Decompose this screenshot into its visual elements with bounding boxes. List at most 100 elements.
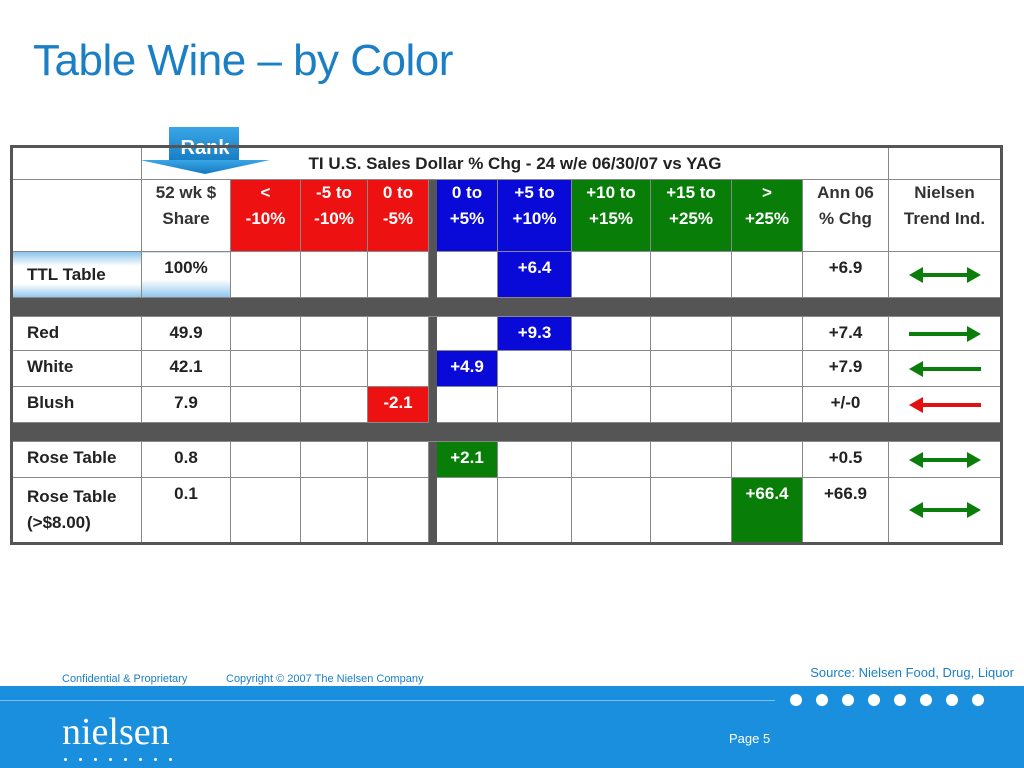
column-gap: [428, 179, 437, 252]
footer-dots: [790, 693, 998, 709]
ann-chg-value: +/-0: [802, 386, 889, 423]
col-c7-line2: +25%: [669, 209, 713, 228]
ann-chg-value: +66.9: [802, 477, 889, 544]
footer-divider: [0, 700, 775, 701]
col-c4-line1: 0 to: [451, 183, 483, 202]
col-share-line1: 52 wk $: [155, 183, 217, 202]
col-lt-minus10: < -10%: [230, 179, 301, 252]
ann-chg-value: +7.9: [802, 350, 889, 387]
page-title: Table Wine – by Color: [33, 36, 453, 85]
column-gap: [428, 251, 437, 298]
row-label: Rose Table (>$8.00): [11, 477, 142, 544]
row-label-line2: (>$8.00): [27, 513, 91, 532]
share-value: 0.1: [141, 477, 231, 544]
col-c1-line2: -10%: [245, 209, 286, 228]
footer-copyright: Copyright © 2007 The Nielsen Company: [226, 673, 424, 685]
row-label: Blush: [11, 386, 142, 423]
separator-row: [11, 422, 1002, 442]
col-c2-line1: -5 to: [316, 183, 352, 202]
col-c6-line2: +15%: [589, 209, 633, 228]
table-row-rose-premium: Rose Table (>$8.00) 0.1 +66.4 +66.9: [11, 477, 1002, 544]
col-c2-line2: -10%: [314, 209, 354, 228]
col-0-to-minus5: 0 to -5%: [367, 179, 429, 252]
table-row-rose: Rose Table 0.8 +2.1 +0.5: [11, 441, 1002, 478]
double-arrow-icon: [908, 451, 981, 468]
empty-cell: [888, 146, 1002, 180]
empty-cell: [11, 179, 142, 252]
col-c1-line1: <: [260, 183, 271, 202]
footer-confidential: Confidential & Proprietary: [62, 673, 188, 685]
col-c5-line2: +10%: [512, 209, 557, 228]
col-c6-line1: +10 to: [586, 183, 636, 202]
share-value: 100%: [141, 251, 231, 298]
col-c4-line2: +5%: [449, 209, 485, 228]
row-label: TTL Table: [11, 251, 142, 298]
column-gap: [428, 316, 437, 351]
col-c3-line2: -5%: [382, 209, 414, 228]
col-gt-plus25: > +25%: [731, 179, 803, 252]
col-share: 52 wk $ Share: [141, 179, 231, 252]
table-row-white: White 42.1 +4.9 +7.9: [11, 350, 1002, 387]
table-header-title: TI U.S. Sales Dollar % Chg - 24 w/e 06/3…: [141, 146, 889, 180]
ann-chg-value: +7.4: [802, 316, 889, 351]
share-value: 42.1: [141, 350, 231, 387]
col-c7-line1: +15 to: [666, 183, 716, 202]
left-arrow-icon: [908, 360, 981, 377]
separator-row: [11, 297, 1002, 317]
pct-chg-value: -2.1: [367, 386, 429, 423]
trend-indicator: [888, 386, 1002, 423]
col-ann06: Ann 06 % Chg: [802, 179, 889, 252]
trend-indicator: [888, 316, 1002, 351]
pct-chg-value: +4.9: [436, 350, 498, 387]
pct-chg-value: +2.1: [436, 441, 498, 478]
col-plus15-to-plus25: +15 to +25%: [650, 179, 732, 252]
col-plus5-to-plus10: +5 to +10%: [497, 179, 572, 252]
left-arrow-red-icon: [908, 396, 981, 413]
double-arrow-icon: [908, 266, 981, 283]
col-ann-line2: % Chg: [819, 209, 872, 228]
share-value: 49.9: [141, 316, 231, 351]
nielsen-logo-dots: [64, 748, 184, 761]
column-gap: [428, 477, 437, 544]
col-trend: Nielsen Trend Ind.: [888, 179, 1002, 252]
col-c8-line2: +25%: [745, 209, 789, 228]
nielsen-logo: nielsen: [62, 711, 170, 753]
wine-color-table: TI U.S. Sales Dollar % Chg - 24 w/e 06/3…: [10, 145, 1003, 545]
col-ann-line1: Ann 06: [817, 183, 874, 202]
pct-chg-value: +66.4: [731, 477, 803, 544]
pct-chg-value: +6.4: [497, 251, 572, 298]
ann-chg-value: +0.5: [802, 441, 889, 478]
column-gap: [428, 441, 437, 478]
row-label-line1: Rose Table: [27, 487, 117, 506]
col-plus10-to-plus15: +10 to +15%: [571, 179, 651, 252]
row-label: Rose Table: [11, 441, 142, 478]
col-c3-line1: 0 to: [382, 183, 414, 202]
trend-indicator: [888, 477, 1002, 544]
col-minus5-to-minus10: -5 to -10%: [300, 179, 368, 252]
column-gap: [428, 386, 437, 423]
share-value: 0.8: [141, 441, 231, 478]
trend-indicator: [888, 350, 1002, 387]
page-number: Page 5: [729, 731, 771, 746]
footer-source: Source: Nielsen Food, Drug, Liquor: [810, 665, 1014, 680]
row-label: White: [11, 350, 142, 387]
double-arrow-icon: [908, 502, 981, 518]
table-title-row: TI U.S. Sales Dollar % Chg - 24 w/e 06/3…: [11, 146, 1002, 180]
right-arrow-icon: [908, 325, 981, 342]
column-header-row: 52 wk $ Share < -10% -5 to -10% 0 to -5% 0 t…: [11, 179, 1002, 252]
pct-chg-value: +9.3: [497, 316, 572, 351]
col-c8-line1: >: [762, 183, 772, 202]
col-share-line2: Share: [162, 209, 210, 228]
table-row-red: Red 49.9 +9.3 +7.4: [11, 316, 1002, 351]
table-row-ttl: TTL Table 100% +6.4 +6.9: [11, 251, 1002, 298]
col-c5-line1: +5 to: [514, 183, 555, 202]
trend-indicator: [888, 441, 1002, 478]
col-trend-line1: Nielsen: [914, 183, 975, 202]
col-trend-line2: Trend Ind.: [903, 209, 986, 228]
row-label: Red: [11, 316, 142, 351]
share-value: 7.9: [141, 386, 231, 423]
column-gap: [428, 350, 437, 387]
ann-chg-value: +6.9: [802, 251, 889, 298]
col-0-to-plus5: 0 to +5%: [436, 179, 498, 252]
table-row-blush: Blush 7.9 -2.1 +/-0: [11, 386, 1002, 423]
